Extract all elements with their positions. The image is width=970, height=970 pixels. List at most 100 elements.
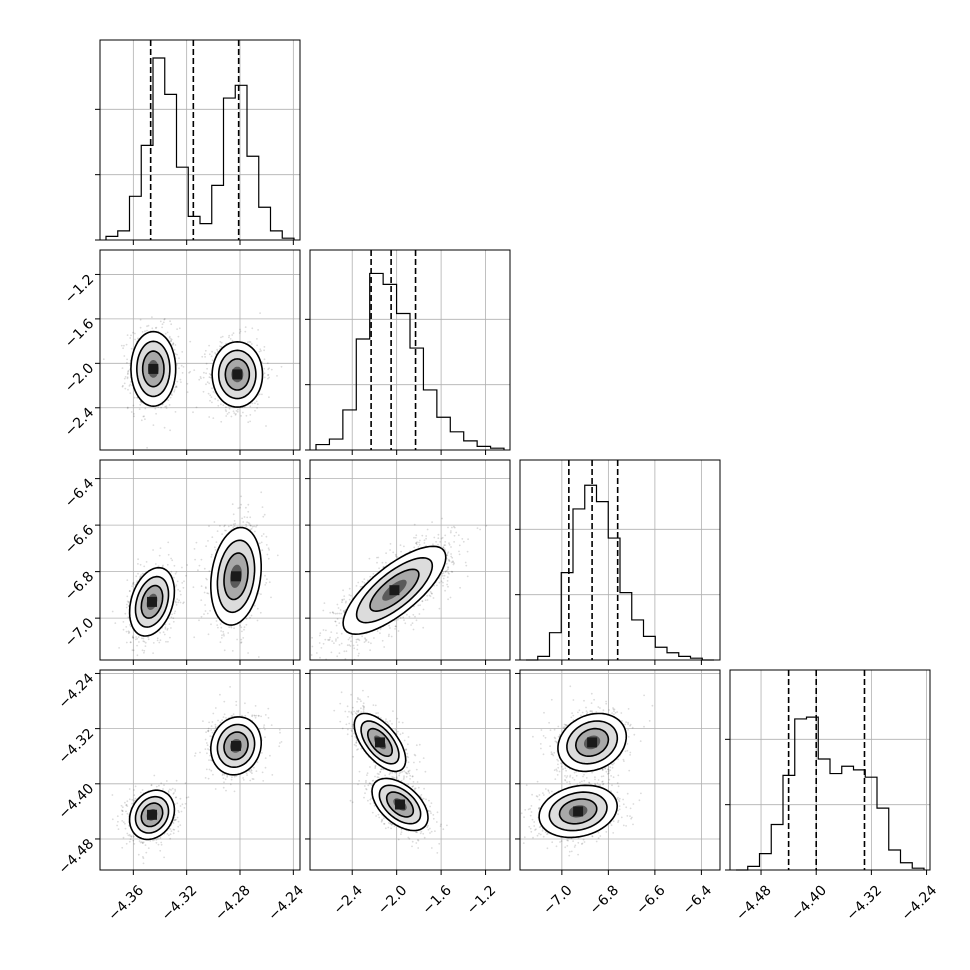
sample-point [159, 320, 162, 323]
sample-point [121, 367, 124, 369]
sample-point [179, 378, 182, 381]
sample-point [361, 580, 364, 583]
sample-point [453, 562, 455, 565]
sample-point [179, 601, 182, 604]
sample-point [357, 581, 360, 584]
sample-point [441, 575, 444, 577]
sample-point [251, 525, 254, 528]
sample-point [446, 576, 449, 579]
sample-point [133, 396, 136, 399]
sample-point [381, 561, 384, 564]
sample-point [152, 642, 155, 644]
sample-point [167, 553, 170, 556]
sample-point [442, 581, 444, 584]
sample-point [172, 620, 175, 623]
sample-point [146, 329, 148, 332]
sample-point [157, 406, 160, 408]
sample-point [334, 620, 337, 623]
sample-point [171, 394, 173, 396]
sample-point [235, 413, 237, 415]
sample-point [163, 318, 166, 321]
sample-point [161, 565, 164, 568]
sample-point [445, 569, 448, 572]
sample-point [429, 595, 432, 598]
sample-point [450, 561, 453, 564]
sample-point [159, 631, 162, 634]
sample-point [170, 338, 173, 341]
sample-point [256, 344, 258, 347]
sample-point [126, 373, 129, 376]
sample-point [136, 637, 139, 640]
sample-point [276, 554, 279, 557]
sample-point [219, 623, 222, 625]
sample-point [169, 396, 172, 399]
histogram-panel-1 [305, 249, 511, 455]
sample-point [213, 546, 216, 549]
sample-point [221, 335, 224, 338]
sample-point [176, 580, 179, 583]
sample-point [232, 523, 235, 526]
sample-point [128, 590, 131, 593]
sample-point [415, 542, 418, 545]
sample-point [444, 534, 447, 537]
y-tick-label: −6.4 [62, 476, 97, 511]
sample-point [465, 564, 468, 567]
sample-point [245, 623, 248, 626]
sample-point [209, 394, 212, 397]
sample-point [466, 575, 469, 578]
sample-point [377, 556, 380, 559]
sample-point [243, 516, 246, 518]
sample-point [442, 577, 445, 580]
sample-point [207, 540, 209, 542]
sample-point [330, 631, 333, 633]
sample-point [260, 593, 262, 596]
sample-point [167, 399, 170, 402]
sample-point [129, 624, 131, 626]
sample-point [345, 650, 348, 653]
sample-point [129, 392, 132, 394]
sample-point [175, 571, 178, 573]
sample-point [194, 558, 197, 561]
sample-point [156, 637, 159, 640]
sample-point [369, 649, 371, 652]
sample-point [368, 557, 371, 560]
histogram-step-line [105, 57, 295, 240]
sample-point [249, 405, 252, 408]
sample-point [132, 649, 135, 652]
sample-point [366, 579, 369, 582]
panel-frame [309, 459, 511, 661]
sample-point [216, 530, 219, 532]
sample-point [200, 377, 202, 380]
sample-point [389, 627, 391, 629]
sample-point [174, 585, 177, 588]
sample-point [348, 598, 351, 601]
sample-point [447, 526, 449, 529]
sample-point [450, 555, 453, 558]
sample-point [238, 664, 240, 666]
sample-point [127, 632, 130, 635]
sample-point [410, 624, 412, 626]
sample-point [227, 632, 230, 634]
sample-point [433, 536, 436, 539]
histogram-step-line [736, 716, 925, 871]
sample-point [232, 513, 235, 516]
sample-point [186, 382, 189, 385]
sample-point [388, 633, 390, 636]
sample-point [266, 578, 268, 581]
panel-content [310, 517, 488, 660]
sample-point [175, 386, 178, 389]
sample-point [259, 611, 262, 614]
sample-point [126, 361, 128, 364]
sample-point [442, 546, 445, 549]
sample-point [259, 348, 262, 351]
sample-point [417, 604, 420, 607]
sample-point [146, 325, 148, 328]
sample-point [240, 503, 243, 506]
sample-point [147, 324, 150, 327]
sample-point [177, 335, 180, 338]
sample-point [446, 583, 448, 586]
sample-point [329, 636, 331, 639]
sample-point [240, 495, 243, 498]
sample-point [403, 545, 405, 548]
sample-point [339, 609, 342, 611]
